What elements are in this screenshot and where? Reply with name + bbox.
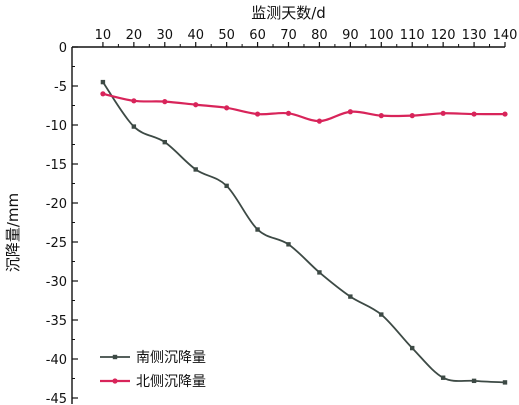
y-axis-ticks: 0 -5 -10 -15 -20 -25 -30 -35 -40 -45: [46, 41, 78, 405]
data-point: [224, 183, 229, 189]
data-point: [440, 375, 446, 380]
x-tick-label: 50: [218, 28, 235, 43]
series-south: [100, 79, 508, 385]
series-line: [102, 92, 506, 123]
data-point: [316, 118, 323, 124]
legend-item: 北侧沉降量: [100, 374, 206, 390]
y-tick-label: -45: [46, 392, 67, 405]
data-point: [162, 139, 167, 145]
data-point: [348, 294, 353, 299]
x-tick-label: 30: [157, 28, 174, 43]
data-point: [379, 312, 384, 317]
y-tick-label: -10: [46, 119, 67, 134]
data-point: [193, 102, 199, 108]
data-point: [254, 111, 261, 117]
x-tick-label: 20: [126, 28, 143, 43]
x-tick-label: 110: [400, 28, 425, 43]
data-point: [131, 124, 137, 129]
y-tick-label: -25: [46, 236, 67, 251]
x-tick-label: 80: [311, 28, 328, 43]
data-point: [100, 91, 106, 97]
data-point: [162, 99, 168, 105]
y-axis-title: 沉降量/mm: [4, 193, 22, 272]
series-north: [100, 91, 508, 124]
y-tick-label: -40: [46, 353, 67, 368]
series-line: [102, 81, 506, 384]
x-tick-label: 70: [280, 28, 297, 43]
data-point: [409, 113, 415, 119]
legend-marker: [112, 354, 118, 360]
y-tick-label: -20: [46, 197, 67, 212]
data-point: [224, 105, 230, 111]
y-tick-label: -15: [46, 158, 67, 173]
data-point: [347, 109, 353, 115]
x-axis-title: 监测天数/d: [251, 4, 326, 22]
data-point: [471, 378, 477, 384]
data-point: [440, 110, 446, 116]
x-tick-label: 10: [95, 28, 112, 43]
x-tick-label: 90: [342, 28, 359, 43]
y-tick-label: -35: [46, 314, 67, 329]
x-axis-ticks: 10 20 30 40 50 60 70 80 90 100 110 120 130 140: [95, 28, 518, 47]
x-tick-label: 100: [369, 28, 394, 43]
data-point: [502, 380, 508, 385]
data-point: [286, 242, 291, 247]
x-tick-label: 40: [187, 28, 204, 43]
x-tick-label: 140: [493, 28, 518, 43]
data-point: [410, 345, 415, 351]
data-point: [378, 113, 384, 119]
x-tick-label: 60: [249, 28, 266, 43]
data-point: [285, 110, 292, 116]
y-tick-label: -30: [46, 275, 67, 290]
data-point: [317, 270, 322, 275]
data-point: [502, 111, 508, 117]
series-layer: [100, 79, 508, 385]
y-tick-label: -5: [54, 80, 67, 95]
data-point: [100, 79, 106, 85]
legend-marker: [112, 378, 118, 384]
x-tick-label: 130: [462, 28, 487, 43]
data-point: [255, 227, 260, 232]
legend-item: 南侧沉降量: [100, 350, 206, 366]
data-point: [193, 167, 198, 172]
data-point: [131, 98, 137, 104]
legend-label: 北侧沉降量: [136, 374, 206, 390]
data-point: [471, 111, 477, 117]
y-tick-label: 0: [59, 41, 67, 56]
x-tick-label: 120: [431, 28, 456, 43]
legend-label: 南侧沉降量: [136, 350, 206, 366]
